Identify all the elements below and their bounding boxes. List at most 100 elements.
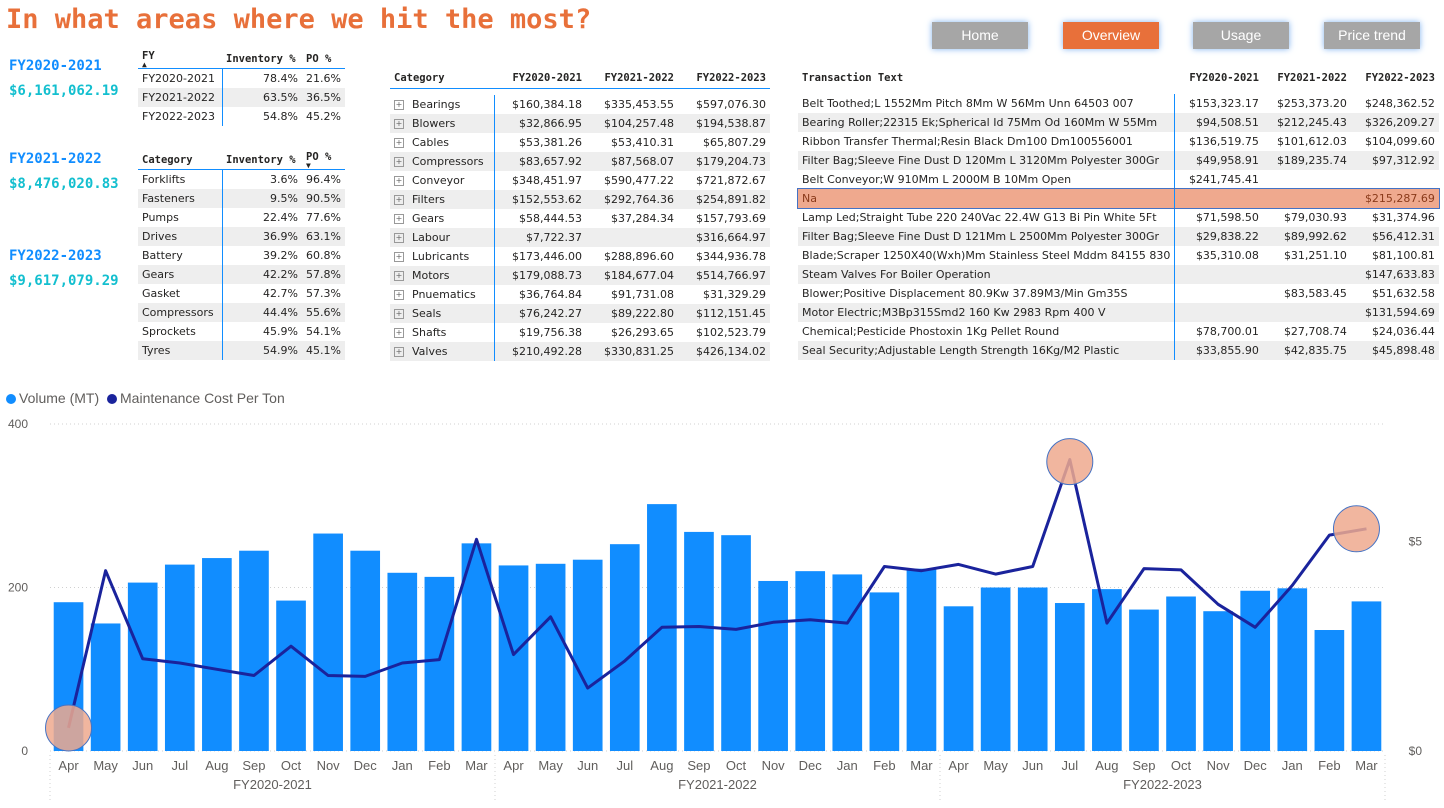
column-header-inventory[interactable]: Inventory %	[222, 150, 302, 170]
volume-bar[interactable]	[461, 543, 492, 751]
table-row[interactable]: Compressors 44.4% 55.6%	[138, 303, 345, 322]
expand-icon[interactable]: +	[394, 137, 404, 148]
volume-bar[interactable]	[758, 580, 788, 751]
expand-icon[interactable]: +	[394, 99, 404, 110]
nav-button-price-trend[interactable]: Price trend	[1324, 22, 1420, 49]
matrix-row[interactable]: + Bearings $160,384.18 $335,453.55 $597,076.…	[390, 94, 770, 114]
table-row[interactable]: Gears 42.2% 57.8%	[138, 265, 345, 284]
volume-bar[interactable]	[1166, 596, 1196, 751]
transaction-row[interactable]: Blade;Scraper 1250X40(Wxh)Mm Stainless S…	[798, 246, 1439, 265]
transaction-row[interactable]: Belt Conveyor;W 910Mm L 2000M B 10Mm Ope…	[798, 170, 1439, 189]
table-row[interactable]: Sprockets 45.9% 54.1%	[138, 322, 345, 341]
column-header-category[interactable]: Category	[390, 68, 494, 89]
table-row[interactable]: FY2022-2023 54.8% 45.2%	[138, 107, 345, 126]
transaction-row[interactable]: Lamp Led;Straight Tube 220 240Vac 22.4W …	[798, 208, 1439, 227]
transaction-row[interactable]: Bearing Roller;22315 Ek;Spherical Id 75M…	[798, 113, 1439, 132]
matrix-row[interactable]: + Cables $53,381.26 $53,410.31 $65,807.29	[390, 132, 770, 152]
volume-bar[interactable]	[1351, 601, 1382, 751]
volume-bar[interactable]	[906, 568, 937, 751]
transaction-row[interactable]: Seal Security;Adjustable Length Strength…	[798, 341, 1439, 360]
volume-bar[interactable]	[1129, 609, 1159, 751]
volume-bar[interactable]	[313, 533, 343, 751]
transaction-row[interactable]: Filter Bag;Sleeve Fine Dust D 120Mm L 31…	[798, 151, 1439, 170]
expand-icon[interactable]: +	[394, 308, 404, 319]
volume-bar[interactable]	[535, 563, 566, 751]
table-row[interactable]: Pumps 22.4% 77.6%	[138, 208, 345, 227]
transaction-row[interactable]: Steam Valves For Boiler Operation $147,63…	[798, 265, 1439, 284]
volume-bar[interactable]	[980, 587, 1011, 752]
expand-icon[interactable]: +	[394, 346, 404, 357]
volume-bar[interactable]	[127, 582, 158, 751]
matrix-row[interactable]: + Pnuematics $36,764.84 $91,731.08 $31,329.2…	[390, 284, 770, 304]
expand-icon[interactable]: +	[394, 251, 404, 262]
transaction-row[interactable]: Blower;Positive Displacement 80.9Kw 37.8…	[798, 284, 1439, 303]
expand-icon[interactable]: +	[394, 289, 404, 300]
nav-button-overview[interactable]: Overview	[1063, 22, 1159, 49]
volume-bar[interactable]	[795, 571, 826, 751]
matrix-row[interactable]: + Compressors $83,657.92 $87,568.07 $179,204…	[390, 151, 770, 171]
column-header-category[interactable]: Category	[138, 150, 222, 170]
transaction-row[interactable]: Ribbon Transfer Thermal;Resin Black Dm10…	[798, 132, 1439, 151]
matrix-row[interactable]: + Labour $7,722.37 $316,664.97	[390, 227, 770, 247]
column-header-fy2020-2021[interactable]: FY2020-2021	[1189, 72, 1259, 84]
volume-bar[interactable]	[424, 576, 455, 751]
matrix-row[interactable]: + Shafts $19,756.38 $26,293.65 $102,523.79	[390, 322, 770, 342]
transaction-row[interactable]: Chemical;Pesticide Phostoxin 1Kg Pellet …	[798, 322, 1439, 341]
table-row[interactable]: Drives 36.9% 63.1%	[138, 227, 345, 246]
column-header-inventory[interactable]: Inventory %	[222, 49, 302, 69]
volume-bar[interactable]	[276, 600, 306, 751]
column-header-fy[interactable]: FY ▲	[138, 49, 222, 69]
column-header-fy2021-2022[interactable]: FY2021-2022	[586, 68, 678, 89]
expand-icon[interactable]: +	[394, 270, 404, 281]
table-row[interactable]: FY2021-2022 63.5% 36.5%	[138, 88, 345, 107]
column-header-po[interactable]: PO % ▼	[302, 150, 345, 170]
maintenance-cost-line[interactable]	[67, 458, 1367, 729]
volume-bar[interactable]	[90, 623, 121, 751]
expand-icon[interactable]: +	[394, 232, 404, 243]
transaction-row[interactable]: Motor Electric;M3Bp315Smd2 160 Kw 2983 R…	[798, 303, 1439, 322]
legend-volume[interactable]: Volume (MT)	[6, 390, 99, 406]
transaction-row-highlighted[interactable]: Na $215,287.69	[797, 188, 1440, 209]
volume-bar[interactable]	[721, 535, 751, 751]
volume-bar[interactable]	[164, 564, 195, 751]
column-header-fy2022-2023[interactable]: FY2022-2023	[678, 68, 770, 89]
matrix-row[interactable]: + Lubricants $173,446.00 $288,896.60 $344,93…	[390, 246, 770, 266]
volume-bar[interactable]	[572, 559, 603, 751]
matrix-row[interactable]: + Blowers $32,866.95 $104,257.48 $194,538.87	[390, 113, 770, 133]
column-header-po[interactable]: PO %	[302, 49, 345, 69]
column-header-fy2022-2023[interactable]: FY2022-2023	[1365, 72, 1435, 84]
legend-cost[interactable]: Maintenance Cost Per Ton	[107, 390, 285, 406]
volume-bar[interactable]	[239, 550, 269, 751]
matrix-row[interactable]: + Conveyor $348,451.97 $590,477.22 $721,872.…	[390, 170, 770, 190]
table-row[interactable]: Fasteners 9.5% 90.5%	[138, 189, 345, 208]
table-row[interactable]: FY2020-2021 78.4% 21.6%	[138, 68, 345, 88]
expand-icon[interactable]: +	[394, 156, 404, 167]
volume-bar[interactable]	[609, 544, 640, 751]
volume-bar[interactable]	[869, 592, 900, 751]
volume-bar[interactable]	[943, 606, 974, 751]
volume-bar[interactable]	[1054, 603, 1085, 751]
matrix-row[interactable]: + Gears $58,444.53 $37,284.34 $157,793.69	[390, 208, 770, 228]
volume-bar[interactable]	[832, 574, 863, 751]
nav-button-home[interactable]: Home	[932, 22, 1028, 49]
table-row[interactable]: Forklifts 3.6% 96.4%	[138, 169, 345, 189]
volume-bar[interactable]	[1017, 587, 1048, 752]
volume-bar[interactable]	[1277, 588, 1308, 751]
column-header-fy2020-2021[interactable]: FY2020-2021	[494, 68, 586, 89]
transaction-row[interactable]: Belt Toothed;L 1552Mm Pitch 8Mm W 56Mm U…	[798, 94, 1439, 113]
expand-icon[interactable]: +	[394, 175, 404, 186]
matrix-row[interactable]: + Valves $210,492.28 $330,831.25 $426,134.02	[390, 341, 770, 361]
volume-bar[interactable]	[1092, 589, 1122, 751]
volume-bar[interactable]	[684, 531, 714, 751]
matrix-row[interactable]: + Seals $76,242.27 $89,222.80 $112,151.45	[390, 303, 770, 323]
expand-icon[interactable]: +	[394, 327, 404, 338]
column-header-fy2021-2022[interactable]: FY2021-2022	[1277, 72, 1347, 84]
table-row[interactable]: Gasket 42.7% 57.3%	[138, 284, 345, 303]
expand-icon[interactable]: +	[394, 194, 404, 205]
volume-bar[interactable]	[350, 550, 381, 751]
volume-bar[interactable]	[1314, 630, 1345, 751]
volume-bar[interactable]	[202, 558, 232, 751]
matrix-row[interactable]: + Motors $179,088.73 $184,677.04 $514,766.97	[390, 265, 770, 285]
nav-button-usage[interactable]: Usage	[1193, 22, 1289, 49]
table-row[interactable]: Tyres 54.9% 45.1%	[138, 341, 345, 360]
